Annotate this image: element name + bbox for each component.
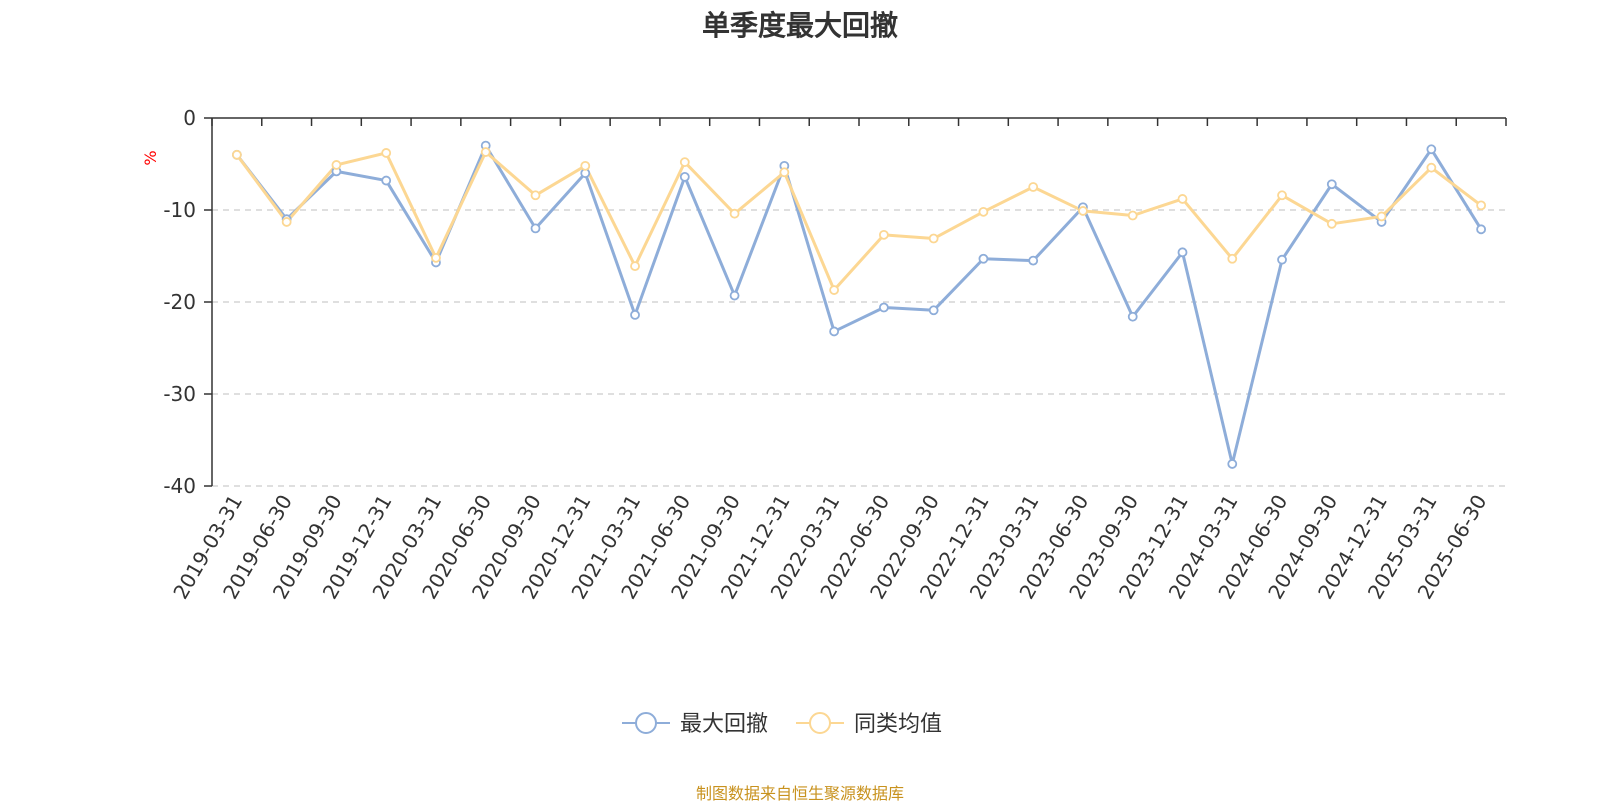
data-point-series-1 bbox=[878, 302, 889, 313]
data-point-series-2 bbox=[779, 167, 790, 178]
y-axis-unit-label: % bbox=[141, 150, 160, 165]
data-point-series-1 bbox=[630, 309, 640, 320]
y-tick-label: -40 bbox=[163, 474, 196, 498]
data-point-series-2 bbox=[381, 148, 392, 158]
chart-title: 单季度最大回撤 bbox=[701, 9, 898, 42]
data-point-series-2 bbox=[729, 208, 740, 219]
legend: 最大回撤 同类均值 bbox=[622, 712, 942, 737]
source-note: 制图数据来自恒生聚源数据库 bbox=[695, 784, 904, 803]
data-point-series-2 bbox=[331, 160, 342, 170]
data-point-series-2 bbox=[1078, 206, 1088, 216]
data-point-series-2 bbox=[978, 206, 989, 217]
data-points bbox=[231, 140, 1487, 469]
data-point-series-1 bbox=[1277, 254, 1287, 265]
data-point-series-1 bbox=[530, 223, 541, 234]
data-point-series-2 bbox=[480, 147, 491, 157]
series-line-2 bbox=[235, 150, 1483, 292]
data-point-series-2 bbox=[928, 233, 939, 244]
data-point-series-1 bbox=[679, 171, 690, 182]
data-point-series-1 bbox=[381, 175, 392, 186]
data-point-series-2 bbox=[1326, 218, 1337, 229]
data-point-series-2 bbox=[1376, 211, 1387, 222]
legend-marker-2 bbox=[809, 712, 831, 734]
data-point-series-2 bbox=[679, 157, 690, 168]
data-point-series-1 bbox=[1326, 179, 1337, 190]
series-lines bbox=[235, 144, 1483, 466]
data-point-series-1 bbox=[1227, 459, 1238, 469]
data-point-series-1 bbox=[1177, 247, 1188, 258]
legend-marker-1 bbox=[635, 712, 657, 734]
legend-label-2: 同类均值 bbox=[854, 712, 942, 737]
data-point-series-2 bbox=[1227, 253, 1238, 264]
y-tick-label: -20 bbox=[163, 290, 196, 314]
legend-label-1: 最大回撤 bbox=[680, 712, 768, 737]
data-point-series-1 bbox=[1426, 144, 1437, 155]
y-tick-label: -10 bbox=[163, 198, 196, 222]
data-point-series-2 bbox=[281, 217, 292, 227]
grid-lines bbox=[212, 209, 1506, 487]
axes: 0-10-20-30-402019-03-312019-06-302019-09… bbox=[141, 106, 1507, 603]
data-point-series-2 bbox=[231, 149, 242, 160]
data-point-series-2 bbox=[530, 190, 541, 201]
data-point-series-2 bbox=[431, 252, 441, 263]
data-point-series-2 bbox=[580, 160, 591, 171]
data-point-series-2 bbox=[1028, 182, 1039, 192]
data-point-series-1 bbox=[829, 326, 840, 337]
y-tick-label: 0 bbox=[183, 106, 196, 130]
data-point-series-2 bbox=[829, 285, 840, 295]
data-point-series-1 bbox=[1028, 255, 1039, 266]
data-point-series-1 bbox=[928, 305, 939, 316]
data-point-series-2 bbox=[878, 229, 889, 240]
data-point-series-1 bbox=[729, 290, 740, 301]
data-point-series-1 bbox=[978, 253, 989, 264]
data-point-series-2 bbox=[1277, 190, 1287, 201]
y-tick-label: -30 bbox=[163, 382, 196, 406]
series-line-1 bbox=[235, 144, 1483, 466]
data-point-series-2 bbox=[1127, 210, 1138, 221]
data-point-series-1 bbox=[1127, 311, 1138, 322]
data-point-series-2 bbox=[630, 261, 640, 272]
data-point-series-2 bbox=[1426, 162, 1437, 173]
data-point-series-1 bbox=[1476, 224, 1487, 235]
data-point-series-2 bbox=[1476, 200, 1487, 211]
data-point-series-2 bbox=[1177, 194, 1188, 204]
